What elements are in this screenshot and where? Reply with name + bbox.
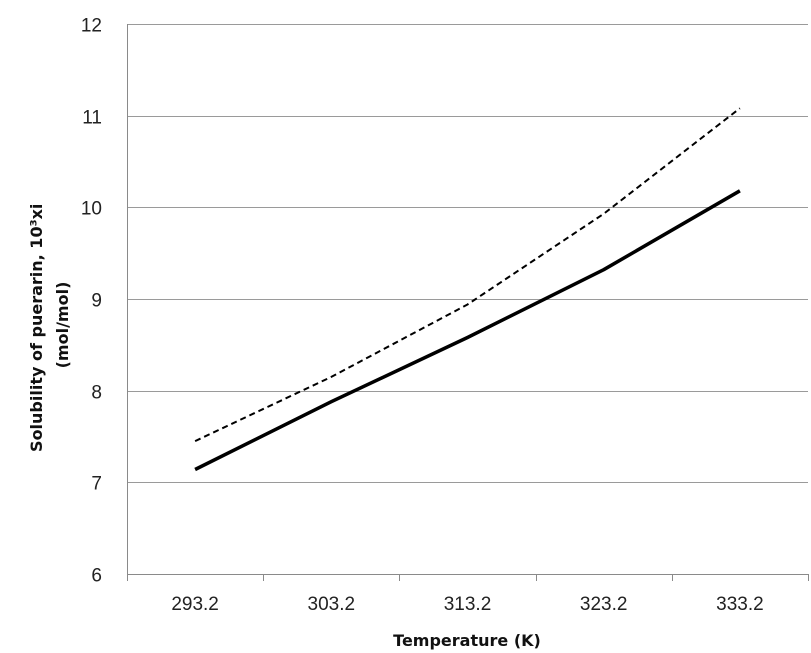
y-tick-label: 6 (91, 566, 102, 587)
y-tick-label: 8 (91, 383, 102, 404)
y-axis-title-line1: Solubility of puerarin, 10³xi (27, 204, 46, 452)
y-axis-title-line2: (mol/mol) (53, 282, 72, 369)
series-line-solid (194, 189, 741, 472)
y-tick-label: 10 (81, 199, 102, 220)
x-tick-label: 323.2 (580, 594, 628, 615)
x-tick-labels: 293.2 303.2 313.2 323.2 333.2 (171, 594, 763, 615)
y-axis-title: Solubility of puerarin, 10³xi (mol/mol) (27, 198, 72, 452)
series-line-dashed (194, 107, 741, 443)
y-tick-label: 11 (82, 108, 102, 129)
y-tick-labels: 6 7 8 9 10 11 12 (81, 16, 102, 587)
x-tick-label: 293.2 (171, 594, 219, 615)
gridlines (127, 24, 808, 483)
x-tick-label: 313.2 (444, 594, 492, 615)
series-lines (194, 107, 741, 472)
x-tick-label: 333.2 (716, 594, 764, 615)
x-tick-label: 303.2 (308, 594, 356, 615)
y-tick-label: 7 (91, 474, 102, 495)
y-tick-label: 9 (91, 291, 102, 312)
x-axis-title: Temperature (K) (393, 631, 541, 650)
y-tick-label: 12 (81, 16, 102, 37)
axes (127, 24, 809, 581)
